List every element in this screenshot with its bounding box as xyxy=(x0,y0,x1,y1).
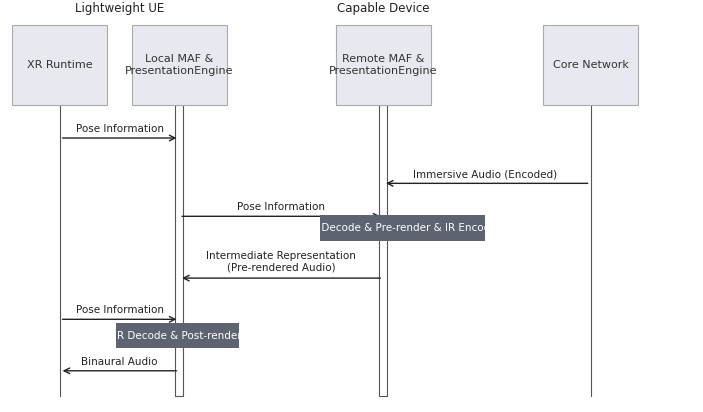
FancyBboxPatch shape xyxy=(116,323,239,348)
Text: Core Network: Core Network xyxy=(553,60,628,70)
FancyBboxPatch shape xyxy=(13,25,108,105)
Text: Binaural Audio: Binaural Audio xyxy=(82,357,157,367)
Text: Capable Device: Capable Device xyxy=(337,2,430,15)
FancyBboxPatch shape xyxy=(379,105,387,396)
FancyBboxPatch shape xyxy=(175,105,183,396)
Text: XR Runtime: XR Runtime xyxy=(27,60,93,70)
Text: Pose Information: Pose Information xyxy=(237,202,325,212)
Text: Immersive Audio (Encoded): Immersive Audio (Encoded) xyxy=(413,169,557,179)
Text: Pose Information: Pose Information xyxy=(75,124,164,134)
FancyBboxPatch shape xyxy=(132,25,226,105)
Text: IA Decode & Pre-render & IR Encode: IA Decode & Pre-render & IR Encode xyxy=(308,223,497,233)
Text: Local MAF &
PresentationEngine: Local MAF & PresentationEngine xyxy=(125,54,233,76)
Text: Pose Information: Pose Information xyxy=(75,305,164,315)
Text: Remote MAF &
PresentationEngine: Remote MAF & PresentationEngine xyxy=(329,54,437,76)
Text: Lightweight UE: Lightweight UE xyxy=(75,2,164,15)
FancyBboxPatch shape xyxy=(336,25,430,105)
FancyBboxPatch shape xyxy=(543,25,638,105)
Text: Intermediate Representation
(Pre-rendered Audio): Intermediate Representation (Pre-rendere… xyxy=(206,251,356,273)
Text: IR Decode & Post-render: IR Decode & Post-render xyxy=(114,331,241,341)
FancyBboxPatch shape xyxy=(320,215,485,241)
